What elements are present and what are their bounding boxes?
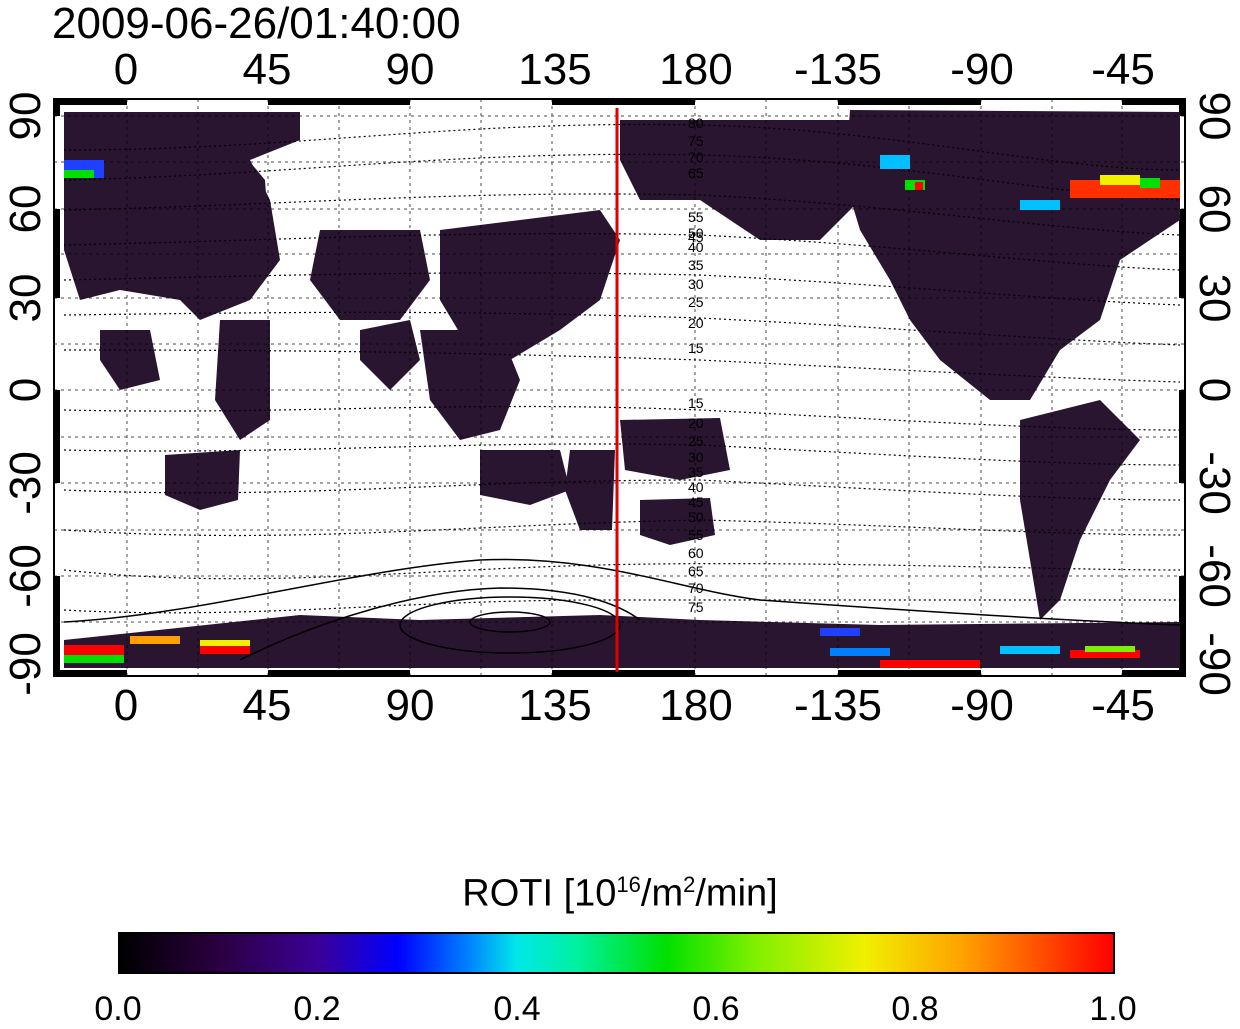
contour-label: 40 xyxy=(688,239,704,255)
contour-label: 25 xyxy=(688,294,704,310)
colorbar-label: ROTI [1016/m2/min] xyxy=(462,872,778,915)
bottom-lon-tick: 180 xyxy=(659,681,733,730)
bottom-lon-tick: 45 xyxy=(242,681,292,730)
contour-label: 65 xyxy=(688,165,704,181)
colorbar-tick: 0.0 xyxy=(94,990,142,1028)
region-south-america xyxy=(1020,400,1140,620)
contour-label: 40 xyxy=(688,479,704,495)
roti-enhanced-patches xyxy=(64,155,1180,668)
south-pole-contours xyxy=(63,558,1181,661)
region-north-america-east xyxy=(620,120,860,240)
contour-label: 25 xyxy=(688,433,704,449)
region-pacific-islands xyxy=(620,418,730,480)
bottom-lon-tick: 135 xyxy=(518,681,592,730)
top-lon-tick: -90 xyxy=(950,45,1014,94)
contour-label: 70 xyxy=(688,149,704,165)
contour-label: 75 xyxy=(688,133,704,149)
region-africa-north xyxy=(100,330,160,390)
top-lon-tick: -135 xyxy=(793,45,883,94)
top-lon-tick: 45 xyxy=(242,45,292,94)
colorbar-tick: 0.4 xyxy=(493,990,541,1028)
contour-label: 20 xyxy=(688,315,704,331)
contour-label: 65 xyxy=(688,563,704,579)
bottom-lon-tick: -135 xyxy=(793,681,883,730)
top-lon-tick: -45 xyxy=(1091,45,1155,94)
contour-label: 35 xyxy=(688,257,704,273)
contour-label: 35 xyxy=(688,464,704,480)
colorbar-tick: 1.0 xyxy=(1089,990,1137,1028)
region-australia-west xyxy=(480,450,570,505)
colorbar xyxy=(118,932,1115,974)
contour-label: 75 xyxy=(688,599,704,615)
region-india xyxy=(360,320,420,390)
region-antarctica xyxy=(64,615,1180,668)
top-lon-tick: 180 xyxy=(659,45,733,94)
contour-label: 70 xyxy=(688,580,704,596)
top-lon-tick: 135 xyxy=(518,45,592,94)
bottom-lon-tick: -90 xyxy=(950,681,1014,730)
bottom-lon-tick: 0 xyxy=(113,681,139,730)
top-lon-tick: 0 xyxy=(113,45,139,94)
contour-label: 30 xyxy=(688,449,704,465)
contour-label: 55 xyxy=(688,527,704,543)
bottom-lon-tick: 90 xyxy=(385,681,435,730)
bottom-lon-tick: -45 xyxy=(1091,681,1155,730)
contour-label: 45 xyxy=(688,494,704,510)
region-east-asia xyxy=(440,210,620,360)
contour-labels-north: 80 75 70 65 55 50 45 40 35 30 25 20 15 xyxy=(688,115,704,356)
map-title: 2009-06-26/01:40:00 xyxy=(52,0,461,48)
contour-label: 50 xyxy=(688,225,704,241)
contour-label: 45 xyxy=(688,229,704,245)
region-australia-east xyxy=(565,450,615,530)
contour-label: 15 xyxy=(688,340,704,356)
region-new-zealand xyxy=(640,498,715,545)
contour-label: 20 xyxy=(688,415,704,431)
contour-label: 60 xyxy=(688,545,704,561)
contour-label: 50 xyxy=(688,509,704,525)
contour-label: 80 xyxy=(688,115,704,131)
top-lon-tick: 90 xyxy=(385,45,435,94)
colorbar-tick: 0.8 xyxy=(891,990,939,1028)
region-southeast-asia xyxy=(420,330,520,440)
contour-label: 55 xyxy=(688,209,704,225)
region-south-africa xyxy=(165,450,240,510)
colorbar-tick: 0.2 xyxy=(293,990,341,1028)
contour-label: 30 xyxy=(688,276,704,292)
contour-label: 15 xyxy=(688,395,704,411)
region-europe xyxy=(95,150,270,300)
contour-labels-south: 15 20 25 30 35 40 45 50 55 60 65 70 75 xyxy=(688,395,704,615)
colorbar-tick: 0.6 xyxy=(692,990,740,1028)
graticule xyxy=(54,99,1185,676)
